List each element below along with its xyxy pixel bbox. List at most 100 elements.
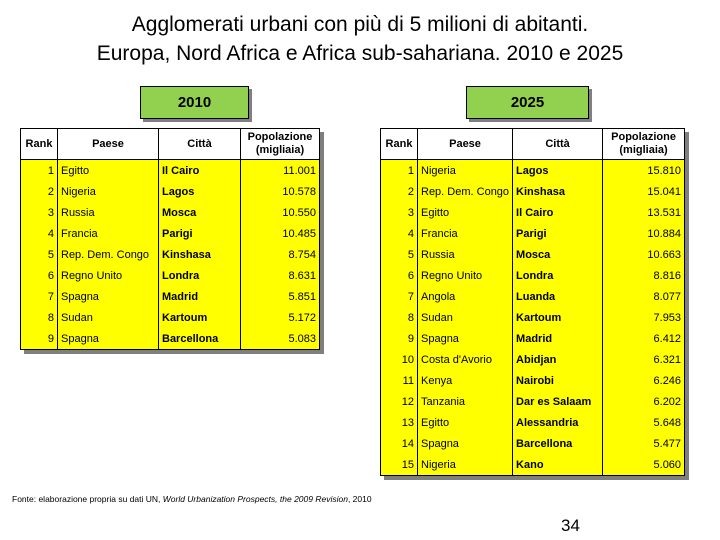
rank-cell: 9: [20, 328, 58, 350]
table-row: 10 Costa d'Avorio Abidjan 6.321: [380, 349, 686, 370]
rank-cell: 7: [20, 286, 58, 307]
table-header-row: Rank Paese Città Popolazione (migliaia): [20, 128, 320, 160]
population-cell: 15.041: [602, 181, 686, 202]
table-row: 3 Russia Mosca 10.550: [20, 202, 320, 223]
table-row: 15 Nigeria Kano 5.060: [380, 454, 686, 476]
city-cell: Parigi: [158, 223, 241, 244]
title-line-1: Agglomerati urbani con più di 5 milioni …: [131, 13, 589, 36]
population-cell: 10.884: [602, 223, 686, 244]
population-cell: 8.077: [602, 286, 686, 307]
rank-cell: 5: [20, 244, 58, 265]
country-cell: Russia: [57, 202, 159, 223]
source-note-publication: World Urbanization Prospects, the 2009 R…: [162, 494, 348, 504]
population-cell: 6.202: [602, 391, 686, 412]
country-cell: Spagna: [416, 328, 514, 349]
country-cell: Rep. Dem. Congo: [416, 181, 514, 202]
population-cell: 5.477: [602, 433, 686, 454]
city-cell: Londra: [158, 265, 241, 286]
rank-cell: 5: [380, 244, 418, 265]
country-cell: Francia: [57, 223, 159, 244]
city-cell: Kano: [512, 454, 604, 476]
city-cell: Londra: [512, 265, 604, 286]
source-note-prefix: Fonte: elaborazione propria su dati UN,: [12, 494, 163, 504]
header-city: Città: [158, 128, 241, 160]
population-cell: 7.953: [602, 307, 686, 328]
header-population-line1: Popolazione: [247, 131, 313, 143]
population-cell: 10.485: [240, 223, 320, 244]
city-cell: Kinshasa: [512, 181, 604, 202]
rank-cell: 7: [380, 286, 418, 307]
source-note: Fonte: elaborazione propria su dati UN, …: [12, 494, 372, 504]
population-cell: 5.851: [240, 286, 320, 307]
population-cell: 5.083: [240, 328, 320, 350]
table-row: 14 Spagna Barcellona 5.477: [380, 433, 686, 454]
city-cell: Madrid: [512, 328, 604, 349]
country-cell: Regno Unito: [416, 265, 514, 286]
rank-cell: 2: [20, 181, 58, 202]
table-row: 8 Sudan Kartoum 7.953: [380, 307, 686, 328]
city-cell: Barcellona: [158, 328, 241, 350]
country-cell: Egitto: [57, 159, 159, 181]
table-2010: Rank Paese Città Popolazione (migliaia) …: [20, 128, 320, 350]
country-cell: Regno Unito: [57, 265, 159, 286]
table-row: 2 Nigeria Lagos 10.578: [20, 181, 320, 202]
population-cell: 6.321: [602, 349, 686, 370]
table-row: 1 Egitto Il Cairo 11.001: [20, 159, 320, 181]
population-cell: 5.060: [602, 454, 686, 476]
rank-cell: 10: [380, 349, 418, 370]
table-header-row: Rank Paese Città Popolazione (migliaia): [380, 128, 686, 160]
table-2025: Rank Paese Città Popolazione (migliaia) …: [380, 128, 686, 476]
source-note-suffix: , 2010: [347, 494, 372, 504]
country-cell: Spagna: [57, 328, 159, 350]
rank-cell: 14: [380, 433, 418, 454]
rank-cell: 3: [20, 202, 58, 223]
header-population-line1: Popolazione: [611, 131, 676, 143]
header-population: Popolazione (migliaia): [602, 128, 686, 160]
city-cell: Dar es Salaam: [512, 391, 604, 412]
rank-cell: 12: [380, 391, 418, 412]
rank-cell: 3: [380, 202, 418, 223]
table-row: 9 Spagna Barcellona 5.083: [20, 328, 320, 350]
table-row: 6 Regno Unito Londra 8.816: [380, 265, 686, 286]
country-cell: Nigeria: [416, 159, 514, 181]
table-row: 7 Spagna Madrid 5.851: [20, 286, 320, 307]
country-cell: Kenya: [416, 370, 514, 391]
city-cell: Kartoum: [158, 307, 241, 328]
country-cell: Egitto: [416, 202, 514, 223]
population-cell: 10.578: [240, 181, 320, 202]
rank-cell: 9: [380, 328, 418, 349]
table-row: 1 Nigeria Lagos 15.810: [380, 159, 686, 181]
population-cell: 10.550: [240, 202, 320, 223]
slide-title: Agglomerati urbani con più di 5 milioni …: [0, 10, 720, 68]
table-row: 5 Russia Mosca 10.663: [380, 244, 686, 265]
rank-cell: 4: [20, 223, 58, 244]
country-cell: Sudan: [57, 307, 159, 328]
rank-cell: 1: [20, 159, 58, 181]
table-row: 4 Francia Parigi 10.485: [20, 223, 320, 244]
country-cell: Tanzania: [416, 391, 514, 412]
country-cell: Costa d'Avorio: [416, 349, 514, 370]
rank-cell: 15: [380, 454, 418, 476]
rank-cell: 13: [380, 412, 418, 433]
table-row: 3 Egitto Il Cairo 13.531: [380, 202, 686, 223]
country-cell: Nigeria: [57, 181, 159, 202]
population-cell: 15.810: [602, 159, 686, 181]
country-cell: Nigeria: [416, 454, 514, 476]
table-row: 8 Sudan Kartoum 5.172: [20, 307, 320, 328]
country-cell: Russia: [416, 244, 514, 265]
rank-cell: 1: [380, 159, 418, 181]
rank-cell: 4: [380, 223, 418, 244]
country-cell: Francia: [416, 223, 514, 244]
population-cell: 6.412: [602, 328, 686, 349]
title-line-2: Europa, Nord Africa e Africa sub-saharia…: [96, 42, 624, 65]
city-cell: Il Cairo: [512, 202, 604, 223]
city-cell: Alessandria: [512, 412, 604, 433]
population-cell: 10.663: [602, 244, 686, 265]
year-badge-2025: 2025: [466, 86, 589, 119]
population-cell: 6.246: [602, 370, 686, 391]
city-cell: Mosca: [512, 244, 604, 265]
city-cell: Barcellona: [512, 433, 604, 454]
header-rank: Rank: [380, 128, 418, 160]
rank-cell: 6: [20, 265, 58, 286]
table-row: 7 Angola Luanda 8.077: [380, 286, 686, 307]
